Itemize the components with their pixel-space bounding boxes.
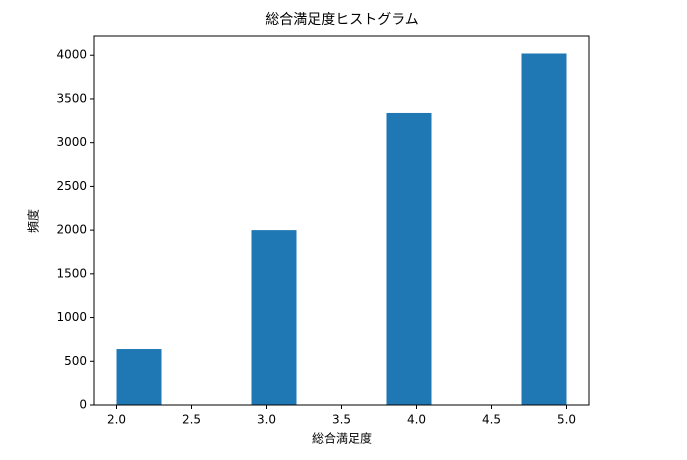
y-tick-label: 3000 xyxy=(56,135,87,149)
y-tick-label: 3500 xyxy=(56,91,87,105)
bar xyxy=(251,230,297,405)
y-tick-label: 500 xyxy=(64,354,87,368)
bar xyxy=(521,53,567,405)
y-tick-label: 2000 xyxy=(56,223,87,237)
x-tick-label: 4.0 xyxy=(407,413,426,427)
y-axis-label: 頻度 xyxy=(26,209,41,233)
x-tick-label: 2.0 xyxy=(107,413,126,427)
bar xyxy=(386,112,432,405)
x-tick-label: 4.5 xyxy=(482,413,501,427)
x-tick-label: 3.5 xyxy=(332,413,351,427)
y-tick-label: 0 xyxy=(79,398,87,412)
y-tick-label: 2500 xyxy=(56,179,87,193)
y-tick-label: 4000 xyxy=(56,48,87,62)
chart-title: 総合満足度ヒストグラム xyxy=(265,12,419,28)
y-tick-label: 1000 xyxy=(56,310,87,324)
x-tick-label: 3.0 xyxy=(257,413,276,427)
x-axis-label: 総合満足度 xyxy=(312,431,372,446)
x-tick-label: 5.0 xyxy=(557,413,576,427)
plot-frame xyxy=(93,35,590,406)
bar xyxy=(116,349,162,405)
y-tick-label: 1500 xyxy=(56,266,87,280)
x-tick-label: 2.5 xyxy=(182,413,201,427)
